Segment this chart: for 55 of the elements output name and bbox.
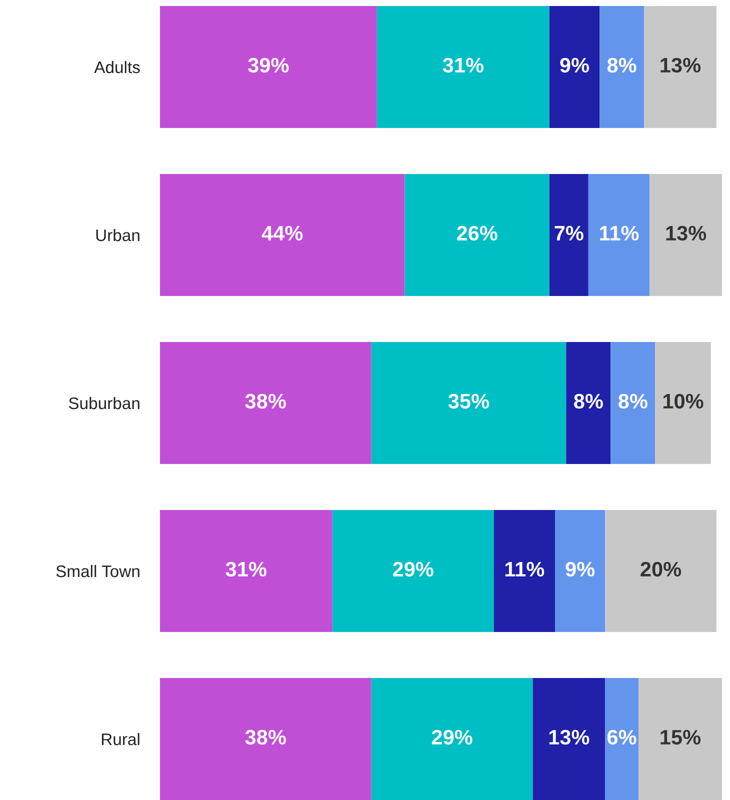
data-label: 38% — [245, 394, 286, 409]
data-label: 9% — [566, 562, 595, 577]
data-label: 13% — [549, 730, 590, 745]
bar — [371, 678, 533, 800]
data-label: 11% — [505, 562, 544, 577]
bar — [160, 6, 377, 128]
bar — [638, 678, 722, 800]
data-label: 9% — [560, 58, 589, 73]
bar — [404, 174, 550, 296]
data-label: 10% — [663, 394, 704, 409]
bar — [371, 342, 566, 464]
bar — [160, 342, 372, 464]
bar — [494, 510, 556, 632]
data-label: 8% — [618, 394, 648, 409]
data-label: 39% — [248, 58, 289, 73]
data-label: 6% — [608, 730, 636, 745]
y-tick-label: Adults — [94, 60, 140, 74]
data-label: 8% — [607, 58, 636, 73]
y-tick-label: Suburban — [68, 396, 140, 410]
bar — [160, 510, 332, 632]
data-label: 11% — [600, 226, 639, 241]
y-tick-label: Urban — [96, 228, 140, 242]
bar — [376, 6, 550, 128]
bar — [588, 174, 650, 296]
bar — [610, 342, 656, 464]
data-label: 31% — [226, 562, 266, 577]
bar — [605, 678, 638, 800]
bar — [644, 6, 716, 128]
bar — [566, 342, 611, 464]
bar — [555, 510, 606, 632]
data-label: 29% — [432, 730, 472, 745]
data-label: 38% — [245, 730, 286, 745]
data-label: 15% — [660, 730, 701, 745]
data-label: 26% — [456, 226, 498, 241]
bar — [332, 510, 494, 632]
y-tick-label: Small Town — [56, 564, 140, 578]
data-label: 35% — [448, 394, 490, 409]
data-label: 31% — [442, 58, 484, 73]
bar — [160, 174, 405, 296]
bar — [532, 678, 606, 800]
data-label: 13% — [660, 58, 701, 73]
data-label: 8% — [574, 394, 603, 409]
bar — [605, 510, 716, 632]
data-label: 20% — [640, 562, 682, 577]
bar — [600, 6, 644, 128]
bar — [650, 174, 722, 296]
data-label: 13% — [666, 226, 706, 241]
data-label: 44% — [262, 226, 303, 241]
data-label: 7% — [554, 226, 584, 241]
bar — [549, 174, 588, 296]
y-tick-label: Rural — [102, 732, 140, 746]
bar — [655, 342, 711, 464]
data-label: 29% — [392, 562, 434, 577]
bar — [549, 6, 600, 128]
bar — [160, 678, 372, 800]
